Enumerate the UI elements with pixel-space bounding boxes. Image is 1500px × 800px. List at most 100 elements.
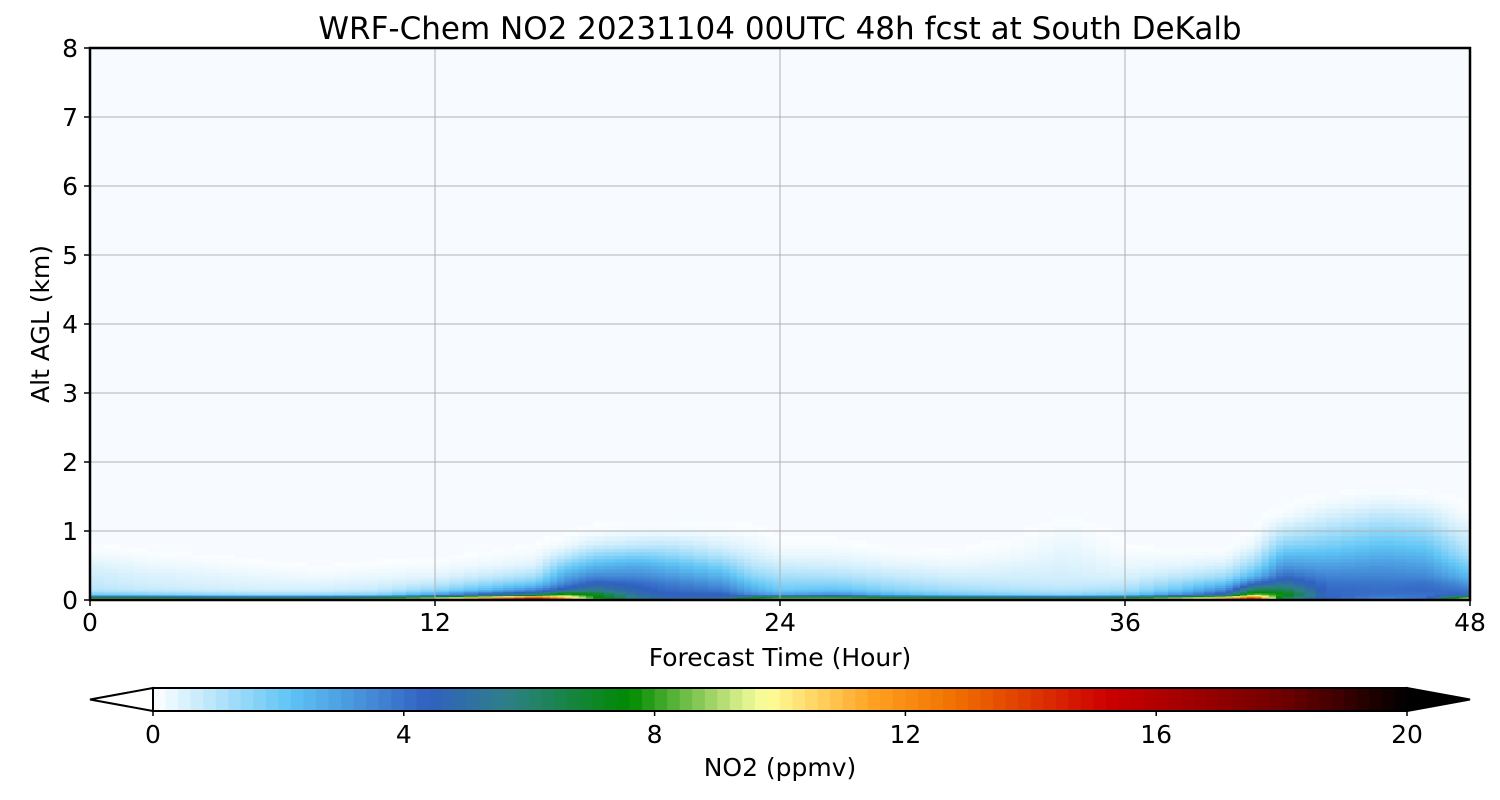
field-cell <box>1455 512 1460 518</box>
field-cell <box>722 551 731 556</box>
field-cell <box>866 591 882 594</box>
field-cell <box>614 592 627 596</box>
field-cell <box>1466 580 1470 584</box>
field-cell <box>585 582 594 586</box>
field-cell <box>363 587 379 591</box>
field-cell <box>1081 526 1097 532</box>
field-cell <box>1448 503 1457 509</box>
field-cell <box>449 592 465 596</box>
field-cell <box>1024 531 1040 537</box>
field-cell <box>1139 592 1155 596</box>
field-cell <box>722 568 731 573</box>
field-cell <box>291 587 307 591</box>
field-cell <box>1139 580 1155 584</box>
field-cell <box>1355 575 1370 579</box>
field-cell <box>1448 531 1457 537</box>
field-cell <box>650 562 659 567</box>
field-cell <box>1383 531 1396 537</box>
field-cell <box>276 572 292 577</box>
field-cell <box>262 565 278 570</box>
field-cell <box>693 544 709 549</box>
field-cell <box>744 575 752 579</box>
field-cell <box>1067 517 1083 523</box>
field-cell <box>1193 548 1205 553</box>
field-cell <box>1038 575 1054 579</box>
field-cell <box>1182 595 1194 598</box>
field-cell <box>348 575 364 579</box>
field-cell <box>614 531 627 537</box>
field-cell <box>772 597 781 600</box>
field-cell <box>593 555 605 560</box>
field-cell <box>276 585 292 588</box>
field-cell <box>1304 551 1317 556</box>
field-cell <box>435 562 450 567</box>
field-cell <box>1394 517 1406 523</box>
field-cell <box>377 587 393 591</box>
field-cell <box>693 531 709 537</box>
field-cell <box>1383 548 1396 553</box>
field-cell <box>1369 555 1385 560</box>
field-cell <box>1168 597 1184 600</box>
field-cell <box>758 562 767 567</box>
field-cell <box>1293 572 1306 577</box>
field-cell <box>837 580 853 584</box>
field-cell <box>1125 580 1140 584</box>
field-cell <box>772 555 781 560</box>
field-cell <box>1053 565 1069 570</box>
colorbar-label: NO2 (ppmv) <box>704 753 857 782</box>
field-cell <box>995 572 1011 577</box>
field-cell <box>643 548 652 553</box>
field-cell <box>665 582 680 586</box>
field-cell <box>90 562 105 567</box>
field-cell <box>823 551 839 556</box>
field-cell <box>1010 540 1025 546</box>
field-cell <box>1283 595 1295 598</box>
field-cell <box>1261 544 1270 549</box>
field-cell <box>1254 551 1263 556</box>
field-cell <box>377 565 393 570</box>
colorbar-swatch <box>516 688 530 711</box>
field-cell <box>1275 531 1284 537</box>
field-cell <box>1434 558 1442 563</box>
field-cell <box>305 592 321 596</box>
field-cell <box>147 596 163 599</box>
field-cell <box>823 540 839 546</box>
field-cell <box>571 531 580 537</box>
field-cell <box>1168 587 1184 591</box>
field-cell <box>693 597 709 600</box>
field-cell <box>420 595 436 598</box>
field-cell <box>1125 548 1140 553</box>
field-cell <box>636 591 645 594</box>
field-cell <box>104 551 120 556</box>
field-cell <box>1153 582 1169 586</box>
field-cell <box>1369 540 1385 546</box>
field-cell <box>1405 526 1417 532</box>
field-cell <box>564 596 573 599</box>
field-cell <box>1010 592 1025 596</box>
field-cell <box>679 587 695 591</box>
colorbar-swatch <box>767 688 781 711</box>
field-cell <box>334 580 350 584</box>
field-cell <box>542 582 551 586</box>
field-cell <box>1326 535 1342 541</box>
field-cell <box>1268 597 1277 600</box>
field-cell <box>578 595 587 598</box>
field-cell <box>758 565 767 570</box>
field-cell <box>557 594 565 597</box>
field-cell <box>503 591 515 594</box>
field-cell <box>1053 578 1069 582</box>
field-cell <box>1125 582 1140 586</box>
field-cell <box>233 585 249 588</box>
field-cell <box>1304 587 1317 591</box>
field-cell <box>564 531 573 537</box>
field-cell <box>729 578 738 582</box>
field-cell <box>262 594 278 597</box>
field-cell <box>1455 562 1460 567</box>
field-cell <box>1426 535 1435 541</box>
colorbar: 0 4 8 12 16 20 NO2 (ppmv) <box>89 686 1471 782</box>
field-cell <box>923 596 939 599</box>
field-cell <box>1462 578 1467 582</box>
field-cell <box>219 558 235 563</box>
field-cell <box>1304 582 1317 586</box>
colorbar-swatch <box>642 688 656 711</box>
